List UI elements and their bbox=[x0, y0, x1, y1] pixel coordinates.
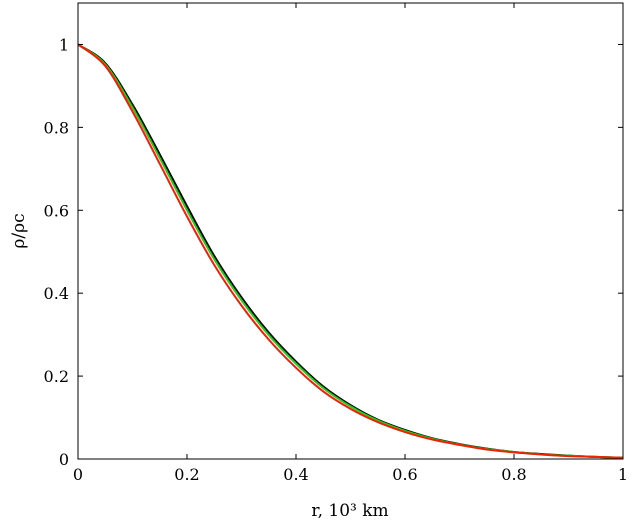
y-tick-label: 0.8 bbox=[44, 118, 69, 137]
y-tick-label: 0.2 bbox=[44, 367, 69, 386]
x-tick-label: 0.4 bbox=[283, 465, 308, 484]
x-tick-label: 0.8 bbox=[501, 465, 526, 484]
series-line-2 bbox=[77, 43, 624, 459]
x-tick-label: 0 bbox=[73, 465, 83, 484]
x-tick-label: 1 bbox=[618, 465, 628, 484]
y-axis-label: ρ/ρc bbox=[9, 213, 29, 248]
series-line-1 bbox=[77, 43, 624, 459]
series-line-3 bbox=[77, 43, 624, 459]
series-layer bbox=[77, 43, 624, 459]
x-tick-label: 0.6 bbox=[392, 465, 417, 484]
y-tick-label: 0.4 bbox=[44, 284, 69, 303]
y-tick-label: 0 bbox=[59, 450, 69, 469]
y-tick-label: 1 bbox=[59, 35, 69, 54]
plot-frame bbox=[77, 2, 624, 460]
y-tick-label: 0.6 bbox=[44, 201, 69, 220]
x-axis-label: r, 10³ km bbox=[311, 501, 388, 521]
x-tick-label: 0.2 bbox=[174, 465, 199, 484]
tick-layer: 0 0.2 0.4 0.6 0.8 1 0 0.2 0.4 0.6 0.8 1 bbox=[44, 3, 628, 484]
